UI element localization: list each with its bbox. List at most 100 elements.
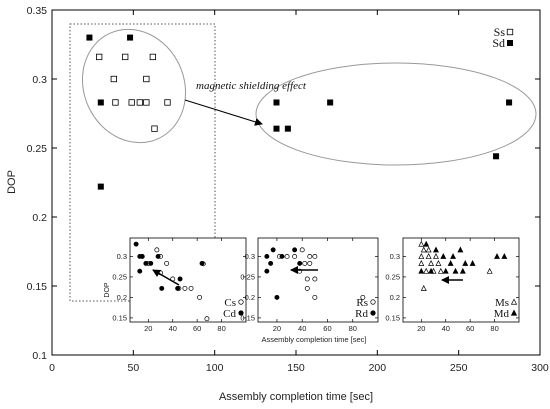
main-point-sd (97, 99, 104, 106)
inset-legend-marker (370, 299, 376, 305)
main-legend-marker (507, 40, 513, 46)
inset-point-cd (175, 285, 181, 291)
inset-point-rs (312, 253, 318, 259)
main-point-ss (143, 99, 150, 106)
inset-point-md (418, 267, 425, 274)
main-y-tick-label: 0.3 (32, 74, 47, 86)
main-legend-label: Ss (494, 25, 506, 39)
main-point-ss (112, 99, 119, 106)
inset-point-rd (279, 253, 285, 259)
inset-point-cd (155, 253, 161, 259)
inset-x-axis-label: Assembly completion time [sec] (261, 335, 366, 344)
inset-point-cs (204, 316, 210, 322)
inset-point-ms (437, 267, 444, 274)
inset-point-cs (197, 294, 203, 300)
main-point-ss (110, 75, 117, 83)
left-cluster-ellipse (81, 28, 187, 144)
main-y-tick-label: 0.15 (27, 281, 48, 293)
inset-point-rs (312, 276, 318, 282)
inset-point-ms (486, 267, 493, 274)
main-point-sd (284, 125, 291, 132)
main-point-sd (493, 153, 500, 160)
inset-point-md (442, 267, 449, 274)
main-x-tick-label: 150 (287, 362, 305, 374)
inset-point-cd (177, 276, 183, 282)
inset-frame (257, 237, 379, 323)
inset-legend-marker (510, 298, 518, 305)
main-point-ss (128, 99, 135, 106)
inset-y-tick-label: 0.3 (245, 252, 255, 261)
inset-y-tick-label: 0.25 (112, 272, 127, 281)
main-x-tick-label: 50 (127, 362, 139, 374)
inset-point-cd (137, 268, 143, 274)
inset-legend-marker (370, 310, 376, 316)
inset-legend-marker (238, 299, 244, 305)
inset-x-tick-label: 60 (193, 324, 201, 333)
inset-y-tick-label: 0.25 (240, 272, 255, 281)
inset-point-rd (292, 247, 298, 253)
inset-point-rd (264, 253, 270, 259)
inset-y-tick-label: 0.3 (390, 252, 400, 261)
inset-plot-inset-r: 20 40 60 80 0.15 0.2 0.25 0.3 Assembly completio… (240, 237, 379, 344)
main-point-ss (149, 53, 157, 61)
main-point-sd (273, 99, 280, 106)
inset-point-md (452, 267, 459, 274)
inset-x-tick-label: 40 (169, 324, 177, 333)
main-x-tick-label: 300 (531, 362, 549, 374)
inset-point-ms (425, 253, 432, 259)
main-y-tick-label: 0.1 (32, 350, 47, 362)
main-point-sd (86, 34, 93, 41)
inset-point-rs (312, 294, 318, 300)
main-y-axis-label: DOP (6, 170, 18, 194)
main-point-sd (127, 34, 134, 41)
inset-point-rs (284, 253, 290, 259)
inset-x-tick-label: 60 (466, 324, 474, 333)
shielding-effect-annotation: magnetic shielding effect (196, 80, 307, 92)
inset-legend-label: Cd (223, 308, 236, 320)
inset-legend-label: Cs (224, 297, 236, 309)
main-point-ss (151, 125, 158, 132)
inset-frame (129, 237, 247, 323)
inset-point-md (459, 267, 466, 274)
inset-point-md (428, 267, 435, 274)
inset-legend-label: Md (494, 308, 510, 320)
inset-y-tick-label: 0.2 (245, 293, 255, 302)
inset-y-axis-label: DOP (104, 282, 111, 298)
inset-y-tick-label: 0.3 (117, 252, 127, 261)
inset-y-tick-label: 0.15 (385, 313, 400, 322)
main-point-ss (136, 99, 143, 106)
main-legend-marker (506, 28, 514, 36)
inset-point-cd (148, 260, 154, 266)
inset-y-tick-label: 0.2 (390, 293, 400, 302)
inset-point-ms (428, 260, 435, 266)
inset-y-tick-label: 0.15 (240, 313, 255, 322)
main-x-tick-label: 200 (369, 362, 387, 374)
inset-point-rd (270, 247, 276, 253)
inset-point-md (501, 253, 508, 259)
inset-point-cs (182, 285, 188, 291)
inset-point-md (469, 260, 476, 266)
inset-point-cs (164, 260, 170, 266)
inset-point-rs (304, 276, 310, 282)
inset-legend-label: Rd (355, 308, 368, 320)
inset-point-cd (199, 260, 205, 266)
inset-point-ms (423, 267, 430, 274)
inset-x-tick-label: 60 (323, 324, 331, 333)
inset-point-rd (297, 260, 303, 266)
main-x-tick-label: 0 (49, 362, 55, 374)
inset-point-cs (188, 285, 194, 291)
inset-x-tick-label: 80 (217, 324, 225, 333)
inset-point-rs (302, 260, 308, 266)
inset-legend-label: Ms (495, 297, 509, 309)
main-y-tick-label: 0.35 (27, 5, 48, 17)
inset-legend-label: Rs (356, 297, 368, 309)
inset-point-ms (420, 246, 427, 253)
main-y-tick-label: 0.2 (32, 212, 47, 224)
main-point-sd (327, 99, 334, 106)
main-point-sd (273, 125, 280, 132)
inset-point-ms (420, 285, 427, 291)
inset-y-tick-label: 0.2 (117, 293, 127, 302)
